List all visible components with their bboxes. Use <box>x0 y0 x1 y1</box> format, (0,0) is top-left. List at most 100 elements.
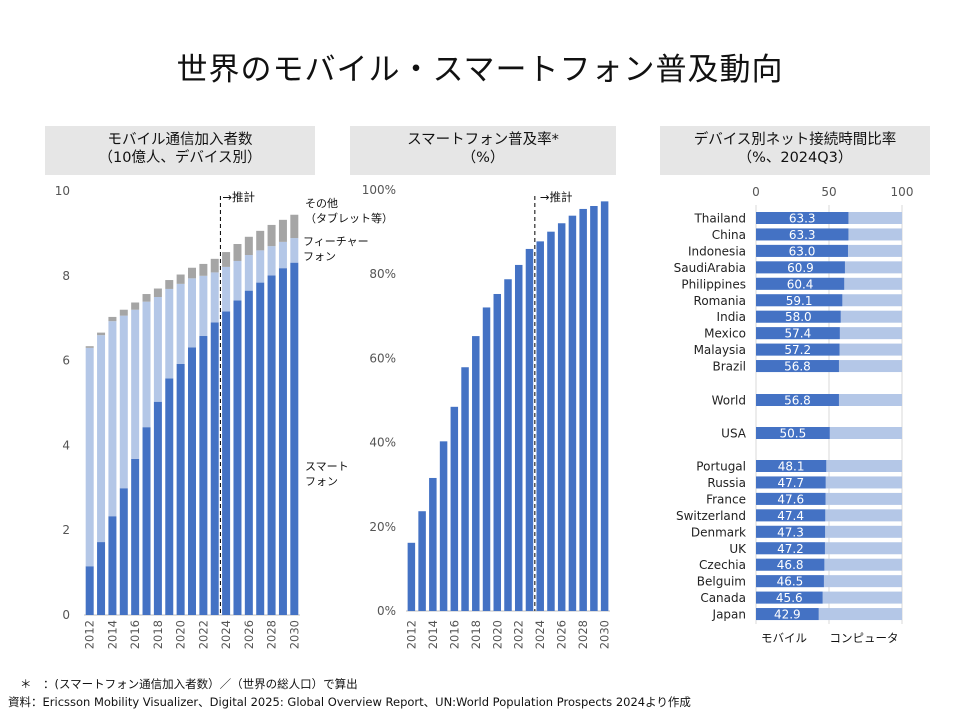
bar-segment <box>85 566 94 615</box>
x-tick-label: 2030 <box>287 620 301 649</box>
bar <box>600 201 609 611</box>
bar-segment <box>153 401 162 615</box>
bar-segment <box>119 488 128 615</box>
bar <box>514 264 523 611</box>
series-label: （タブレット等） <box>305 211 393 225</box>
series-label: フィーチャー <box>303 235 369 248</box>
country-label: France <box>706 492 746 506</box>
x-tick-label: 2014 <box>105 620 119 649</box>
bar-segment <box>244 236 253 256</box>
x-tick-label: 2020 <box>174 620 188 649</box>
x-tick-label: 100 <box>891 185 914 199</box>
country-label: Brazil <box>713 360 747 374</box>
x-tick-label: 0 <box>752 185 760 199</box>
bar-segment <box>256 230 265 251</box>
value-label: 48.1 <box>778 460 805 474</box>
bar <box>482 307 491 611</box>
series-label: フォン <box>303 250 336 263</box>
x-tick-label: 2020 <box>490 620 504 649</box>
country-label: Japan <box>712 608 746 622</box>
mobile-bar <box>756 525 826 538</box>
y-tick-label: 6 <box>62 354 70 368</box>
country-label: Belguim <box>697 575 746 589</box>
footnote-definition: ＊ ：(スマートフォン通信加入者数）／（世界の総人口）で算出 <box>20 677 358 691</box>
x-tick-label: 2030 <box>598 620 612 649</box>
value-label: 63.3 <box>789 212 816 226</box>
bar-segment <box>244 290 253 615</box>
bar-segment <box>153 297 162 402</box>
country-label: Canada <box>700 591 746 605</box>
legend-mobile: モバイル <box>761 631 807 645</box>
x-tick-label: 2016 <box>447 620 461 649</box>
footnote-source: 資料：Ericsson Mobility Visualizer、Digital … <box>8 695 691 709</box>
bar-segment <box>142 301 151 428</box>
mobile-bar <box>756 460 827 472</box>
middle-header-line2: （%） <box>461 150 505 166</box>
y-tick-label: 10 <box>55 184 70 198</box>
value-label: 56.8 <box>784 360 811 374</box>
bar-segment <box>108 321 117 517</box>
bar <box>429 477 437 611</box>
country-label: USA <box>721 427 747 441</box>
bar-segment <box>267 246 276 276</box>
value-label: 57.2 <box>784 343 811 357</box>
left-header-line1: モバイル通信加入者数 <box>107 132 253 148</box>
mobile-bar <box>756 608 819 621</box>
bar-segment <box>233 260 242 301</box>
bar <box>579 208 587 611</box>
bar-segment <box>85 346 94 348</box>
bar-segment <box>222 311 231 615</box>
value-label: 60.9 <box>787 261 814 275</box>
bar <box>472 336 480 611</box>
country-label: Switzerland <box>676 509 746 523</box>
value-label: 57.4 <box>785 327 812 341</box>
right-header-line2: （%、2024Q3） <box>737 150 853 166</box>
mobile-bar <box>756 542 825 555</box>
mobile-bar <box>756 327 840 340</box>
bar-segment <box>85 347 94 567</box>
mobile-bar <box>756 476 826 489</box>
bar <box>536 241 544 611</box>
bar-segment <box>108 316 117 322</box>
bar-segment <box>131 458 140 615</box>
mobile-bar <box>756 492 826 505</box>
middle-header-line1: スマートフォン普及率* <box>407 132 559 148</box>
bar-segment <box>199 275 208 337</box>
bar-segment <box>165 378 174 615</box>
x-tick-label: 2016 <box>128 620 142 649</box>
country-label: China <box>712 228 746 242</box>
bar-segment <box>176 274 185 284</box>
mobile-bar <box>756 509 826 522</box>
bar-segment <box>188 278 196 348</box>
country-label: India <box>717 310 746 324</box>
x-tick-label: 2018 <box>469 620 483 649</box>
bar-segment <box>119 315 128 489</box>
right-chart-header: デバイス別ネット接続時間比率 （%、2024Q3） <box>660 126 930 175</box>
forecast-label: →推計 <box>540 190 573 204</box>
bar <box>557 223 566 611</box>
x-tick-label: 2024 <box>219 620 233 649</box>
country-label: Portugal <box>696 460 746 474</box>
x-tick-label: 2024 <box>533 620 547 649</box>
mobile-bar <box>756 394 839 406</box>
bar-segment <box>131 302 140 310</box>
bar-segment <box>290 238 299 263</box>
mobile-bar <box>756 294 843 307</box>
x-tick-label: 2012 <box>83 620 97 649</box>
mobile-bar <box>756 244 848 257</box>
mobile-bar <box>756 228 849 241</box>
bar-segment <box>199 336 208 615</box>
country-label: Philippines <box>681 277 746 291</box>
bar-segment <box>210 322 219 615</box>
bar-segment <box>108 516 117 615</box>
x-tick-label: 2028 <box>265 620 279 649</box>
country-label: World <box>712 394 746 408</box>
bar-segment <box>290 262 299 615</box>
left-chart-header: モバイル通信加入者数 （10億人、デバイス別） <box>45 126 315 175</box>
bar <box>493 293 502 611</box>
bar <box>450 406 459 611</box>
country-label: Malaysia <box>694 343 746 357</box>
bar-segment <box>222 266 231 312</box>
